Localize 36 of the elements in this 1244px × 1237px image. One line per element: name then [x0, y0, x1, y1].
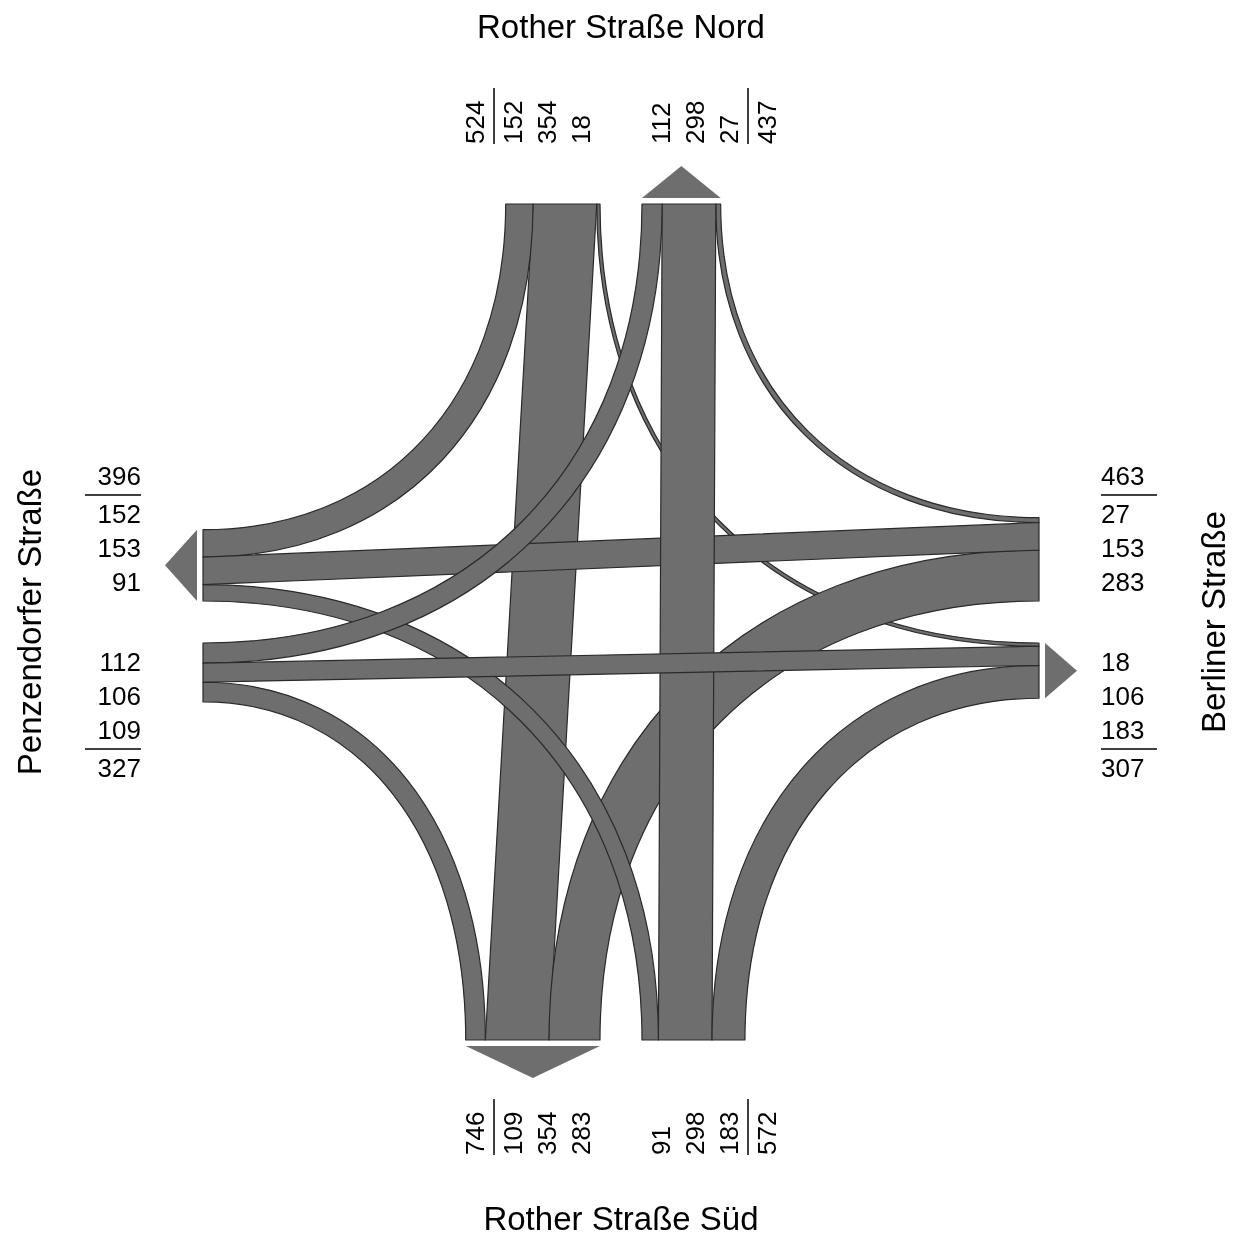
data-label: 112 [646, 102, 676, 144]
data-label: 183 [714, 1111, 744, 1155]
data-label: 153 [1101, 533, 1145, 563]
data-label: 354 [532, 100, 562, 144]
data-label: 18 [566, 115, 596, 144]
category-label: Rother Straße Nord [477, 7, 765, 45]
data-label: 109 [97, 715, 141, 745]
text: 524 [460, 100, 490, 144]
text: 396 [97, 461, 141, 491]
data-label: 153 [97, 533, 141, 563]
text: 572 [752, 1111, 782, 1155]
data-label: 298 [680, 100, 710, 144]
data-label: 91 [646, 1126, 676, 1155]
data-label: 152 [498, 100, 528, 144]
text: 307 [1101, 753, 1145, 783]
data-label: 106 [97, 681, 141, 711]
text: 746 [460, 1111, 490, 1155]
data-label: 112 [99, 647, 141, 677]
data-label: 18 [1101, 647, 1130, 677]
data-label: 354 [532, 1111, 562, 1155]
data-label: 109 [498, 1111, 528, 1155]
data-label: 283 [1101, 567, 1145, 597]
data-label: 152 [97, 499, 141, 529]
text: 463 [1101, 461, 1145, 491]
data-label: 183 [1101, 715, 1145, 745]
text: 437 [752, 100, 782, 144]
category-label: Berliner Straße [1194, 511, 1232, 733]
data-label: 283 [566, 1111, 596, 1155]
data-label: 298 [680, 1111, 710, 1155]
text: 327 [97, 753, 141, 783]
category-label: Penzendorfer Straße [10, 468, 48, 776]
data-label: 27 [1101, 499, 1130, 529]
data-label: 91 [112, 567, 141, 597]
data-label: 27 [714, 115, 744, 144]
category-label: Rother Straße Süd [483, 1199, 759, 1237]
data-label: 106 [1101, 681, 1145, 711]
